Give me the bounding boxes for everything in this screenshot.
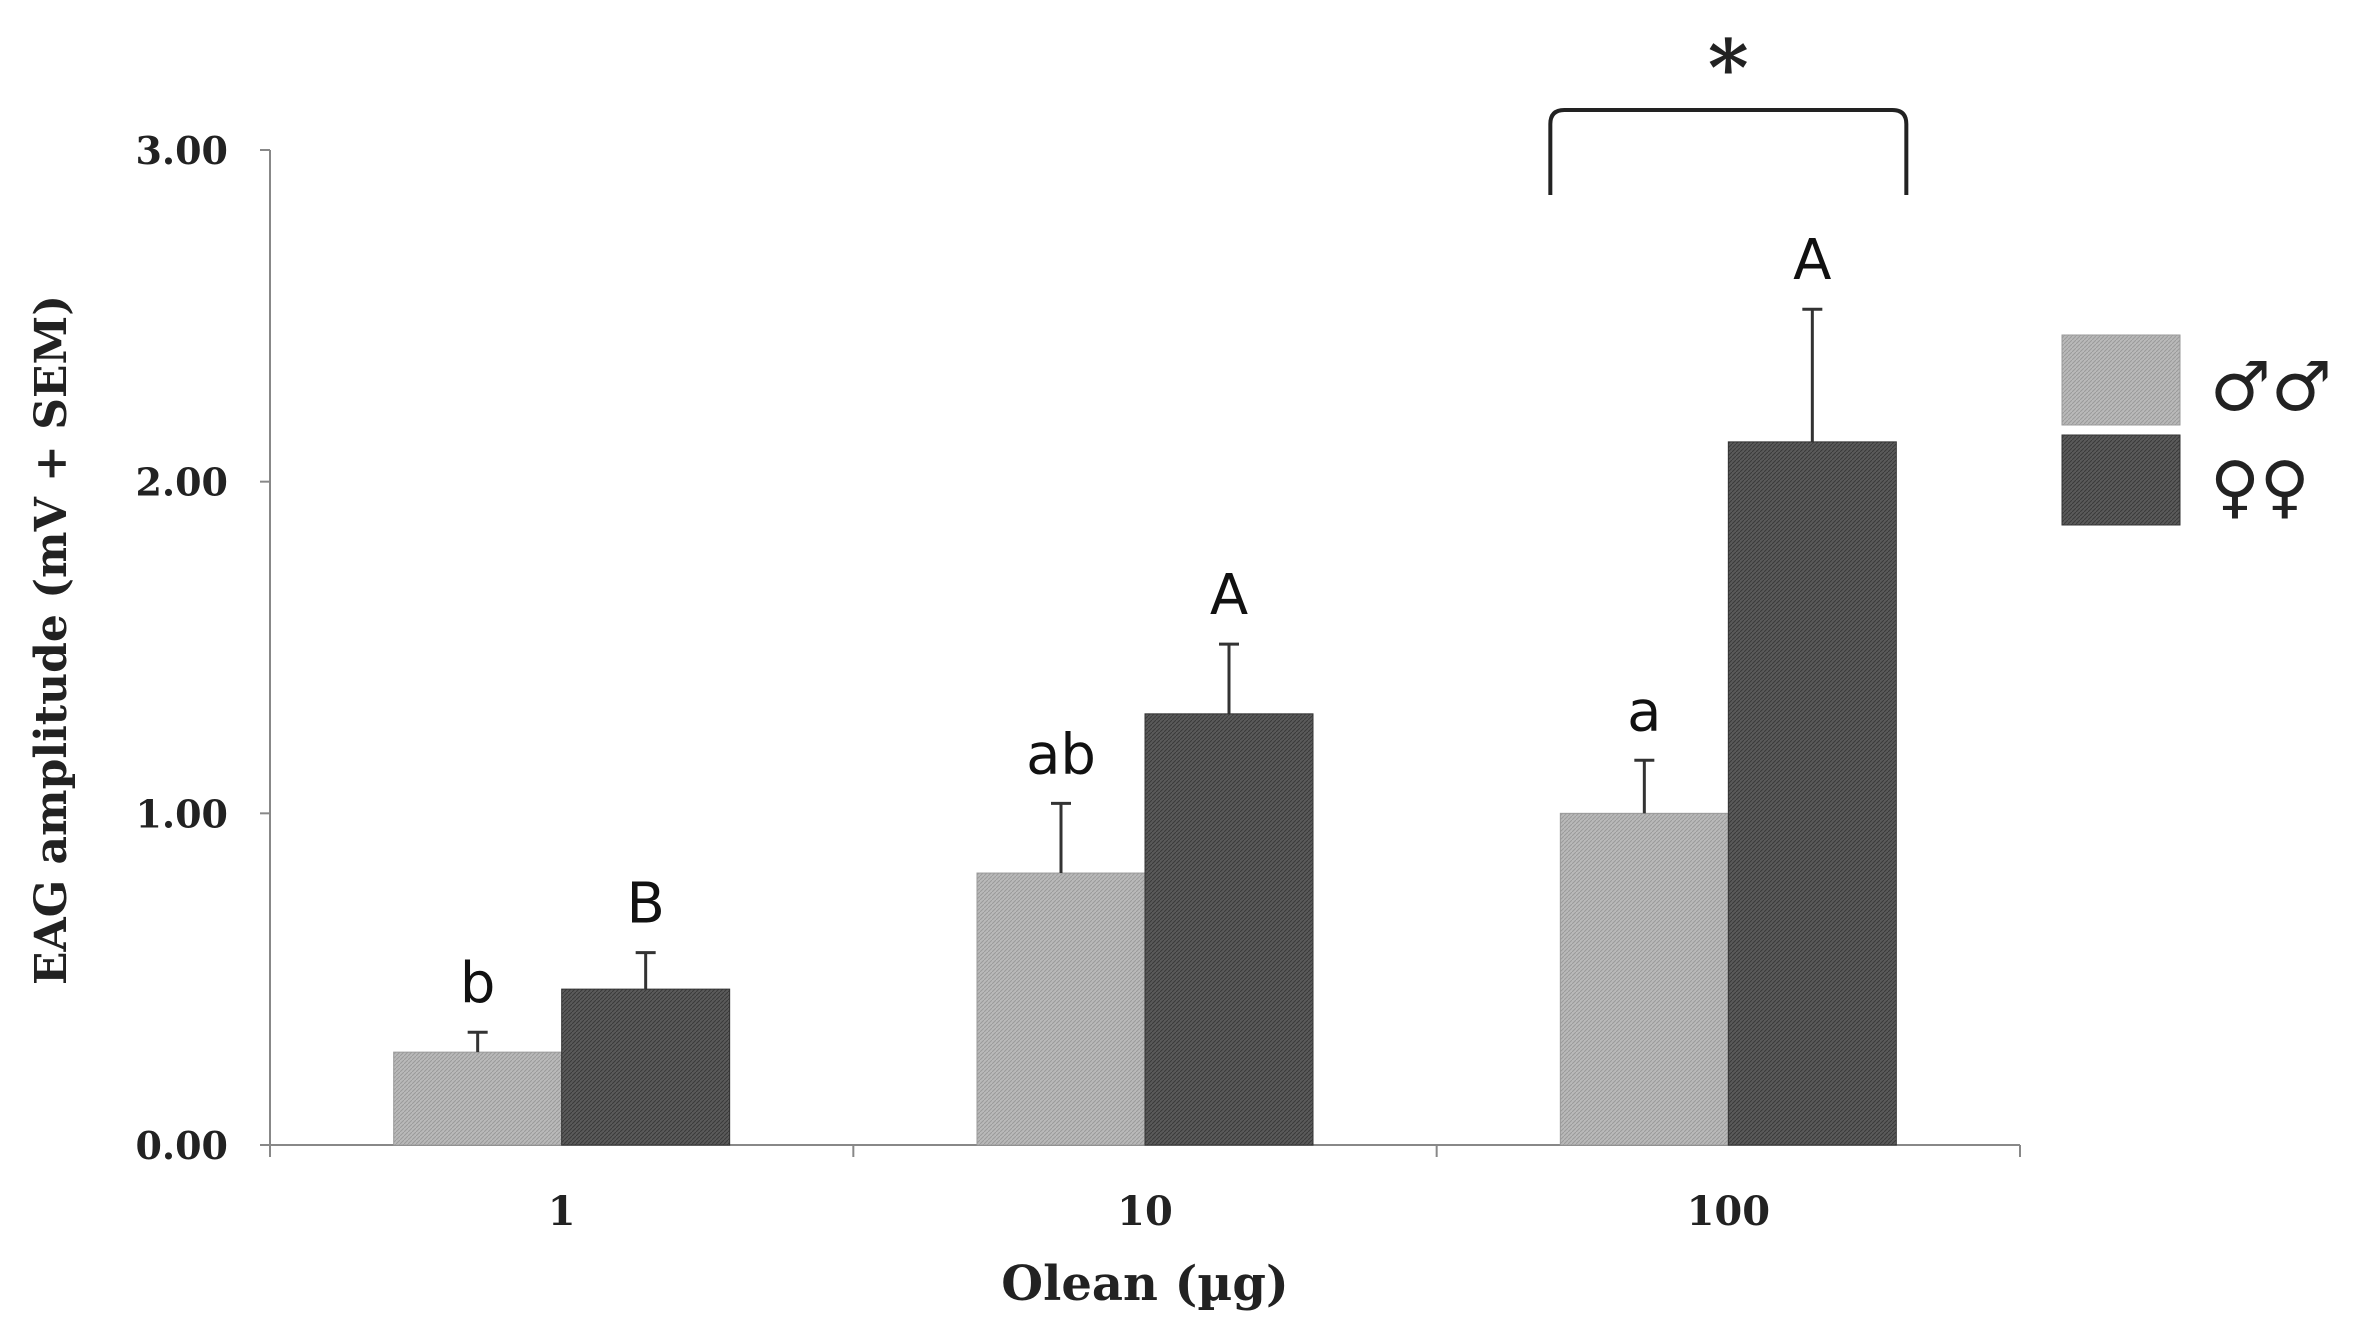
error-bars xyxy=(467,307,1823,1053)
significance-letter: A xyxy=(1210,563,1248,628)
significance-star: * xyxy=(1708,23,1749,114)
y-axis-label: EAG amplitude (mV + SEM) xyxy=(26,295,77,985)
bar-female-100 xyxy=(1727,441,1897,1146)
bar-male-1 xyxy=(393,1051,563,1146)
legend-swatch-male xyxy=(2061,334,2181,426)
bars xyxy=(393,441,1897,1146)
x-ticks: 1 10 100 xyxy=(269,1145,2021,1235)
x-tick-label: 10 xyxy=(1117,1188,1173,1235)
legend-label-female: ♀♀ xyxy=(2210,448,2310,527)
bracket-line xyxy=(1548,108,1909,195)
y-tick-label: 2.00 xyxy=(135,460,228,505)
legend: ♂♂ ♀♀ xyxy=(2061,334,2332,527)
y-tick-label: 1.00 xyxy=(135,791,228,836)
bar-male-100 xyxy=(1559,812,1729,1146)
legend-swatch-female xyxy=(2061,434,2181,526)
y-tick-label: 3.00 xyxy=(135,128,228,173)
y-ticks: 0.00 1.00 2.00 3.00 xyxy=(135,128,270,1168)
legend-label-male: ♂♂ xyxy=(2210,348,2332,427)
significance-letter: B xyxy=(626,872,664,937)
significance-bracket: * xyxy=(1548,23,1909,195)
bar-male-10 xyxy=(976,872,1146,1146)
significance-letter: A xyxy=(1793,228,1831,293)
x-axis-label: Olean (µg) xyxy=(1001,1256,1288,1312)
significance-letter: b xyxy=(460,951,496,1016)
y-tick-label: 0.00 xyxy=(135,1123,228,1168)
bar-female-1 xyxy=(561,988,731,1146)
bar-female-10 xyxy=(1144,713,1314,1146)
significance-letter: a xyxy=(1627,679,1661,744)
significance-letter: ab xyxy=(1026,722,1096,787)
x-tick-label: 1 xyxy=(548,1188,576,1235)
significance-letters: b ab a B A A xyxy=(460,228,1832,1016)
x-tick-label: 100 xyxy=(1687,1188,1771,1235)
